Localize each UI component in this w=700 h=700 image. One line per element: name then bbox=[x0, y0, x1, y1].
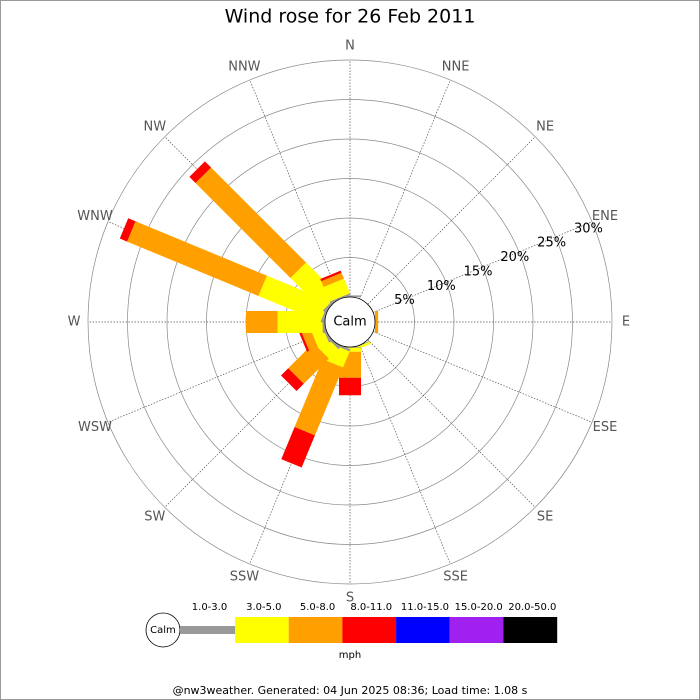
wind-bar bbox=[281, 427, 315, 468]
legend-label: 5.0-8.0 bbox=[300, 602, 335, 613]
r-tick-label: 10% bbox=[427, 279, 456, 294]
spoke bbox=[372, 331, 593, 423]
grid-ring bbox=[87, 59, 613, 585]
legend-swatch bbox=[396, 617, 450, 643]
wind-bar bbox=[339, 377, 361, 396]
direction-label: SW bbox=[144, 510, 165, 525]
spoke bbox=[367, 136, 536, 305]
direction-label: NW bbox=[144, 119, 167, 134]
wind-bar bbox=[288, 343, 329, 384]
wind-bar bbox=[119, 218, 129, 239]
wind-bar bbox=[258, 275, 329, 322]
grid-ring bbox=[127, 99, 573, 545]
r-tick-label: 25% bbox=[537, 236, 566, 251]
legend-calm-label: Calm bbox=[150, 625, 176, 636]
spoke bbox=[249, 79, 341, 300]
direction-label: NNW bbox=[228, 60, 260, 75]
legend-label: 8.0-11.0 bbox=[350, 602, 392, 613]
direction-label: NNE bbox=[442, 60, 470, 75]
legend-swatch bbox=[235, 617, 289, 643]
spoke bbox=[372, 221, 593, 313]
legend-label: 1.0-3.0 bbox=[192, 602, 227, 613]
legend-swatch bbox=[342, 617, 397, 643]
wind-bar bbox=[119, 218, 136, 242]
wind-bar bbox=[280, 368, 304, 392]
wind-bar bbox=[323, 278, 350, 302]
legend-label: 20.0-50.0 bbox=[508, 602, 556, 613]
spoke bbox=[107, 331, 328, 423]
r-tick-label: 5% bbox=[394, 293, 415, 308]
wind-bar bbox=[195, 167, 307, 279]
wind-bar bbox=[290, 262, 339, 311]
spoke bbox=[367, 339, 536, 508]
direction-label: WNW bbox=[77, 209, 113, 224]
direction-label: ENE bbox=[592, 209, 618, 224]
grid-ring bbox=[166, 138, 534, 506]
wind-bar bbox=[294, 359, 344, 436]
calm-label: Calm bbox=[333, 315, 366, 330]
r-tick-label: 20% bbox=[500, 250, 529, 265]
legend-label: 15.0-20.0 bbox=[455, 602, 503, 613]
wind-bar bbox=[321, 272, 344, 288]
legend-swatch bbox=[180, 626, 235, 634]
direction-label: E bbox=[622, 315, 630, 330]
spoke bbox=[359, 344, 451, 565]
wind-bar bbox=[298, 330, 310, 352]
direction-label: NE bbox=[536, 119, 554, 134]
wind-bar bbox=[127, 221, 267, 296]
direction-label: SSE bbox=[443, 569, 468, 584]
footer: @nw3weather. Generated: 04 Jun 2025 08:3… bbox=[173, 684, 528, 697]
chart-title: Wind rose for 26 Feb 2011 bbox=[225, 6, 476, 28]
spoke bbox=[359, 79, 451, 300]
direction-label: ESE bbox=[593, 420, 618, 435]
direction-label: WSW bbox=[78, 420, 112, 435]
direction-label: SE bbox=[537, 510, 553, 525]
wind-bar bbox=[320, 270, 342, 282]
legend-label: 11.0-15.0 bbox=[401, 602, 449, 613]
legend-swatch bbox=[503, 617, 558, 643]
legend-swatch bbox=[288, 617, 343, 643]
wind-bar bbox=[375, 311, 379, 333]
r-tick-label: 30% bbox=[574, 221, 603, 236]
unit-label: mph bbox=[339, 650, 361, 661]
direction-label: S bbox=[346, 591, 354, 606]
wind-bar bbox=[329, 293, 351, 304]
r-tick-label: 15% bbox=[464, 264, 493, 279]
direction-label: W bbox=[68, 315, 81, 330]
wind-bar bbox=[246, 311, 278, 333]
calm-circle bbox=[324, 296, 376, 348]
legend-label: 3.0-5.0 bbox=[246, 602, 281, 613]
wind-bar bbox=[189, 161, 212, 184]
direction-label: SSW bbox=[230, 569, 260, 584]
legend-swatch bbox=[449, 617, 504, 643]
direction-label: N bbox=[345, 39, 355, 54]
